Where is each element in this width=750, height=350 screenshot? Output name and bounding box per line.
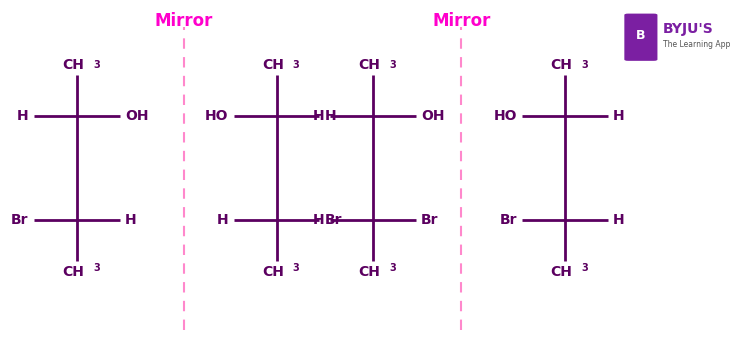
- Text: CH: CH: [550, 265, 572, 279]
- Text: CH: CH: [358, 58, 380, 72]
- FancyBboxPatch shape: [623, 13, 658, 62]
- Text: The Learning App: The Learning App: [663, 40, 730, 49]
- Text: OH: OH: [421, 110, 444, 124]
- Text: B: B: [636, 29, 646, 42]
- Text: HO: HO: [205, 110, 229, 124]
- Text: OH: OH: [124, 110, 148, 124]
- Text: 3: 3: [581, 263, 588, 273]
- Text: CH: CH: [262, 265, 284, 279]
- Text: Br: Br: [325, 213, 342, 227]
- Text: 3: 3: [581, 60, 588, 70]
- Text: H: H: [124, 213, 136, 227]
- Text: H: H: [217, 213, 229, 227]
- Text: H: H: [17, 110, 28, 124]
- Text: Br: Br: [500, 213, 517, 227]
- Text: CH: CH: [358, 265, 380, 279]
- Text: 3: 3: [93, 60, 100, 70]
- Text: Mirror: Mirror: [432, 12, 490, 30]
- Text: H: H: [313, 213, 325, 227]
- Text: H: H: [325, 110, 336, 124]
- Text: H: H: [614, 110, 625, 124]
- Text: 3: 3: [292, 263, 299, 273]
- Text: HO: HO: [494, 110, 517, 124]
- Text: H: H: [614, 213, 625, 227]
- Text: 3: 3: [93, 263, 100, 273]
- Text: CH: CH: [62, 58, 84, 72]
- Text: CH: CH: [262, 58, 284, 72]
- Text: CH: CH: [550, 58, 572, 72]
- Text: 3: 3: [389, 60, 396, 70]
- Text: 3: 3: [292, 60, 299, 70]
- Text: Mirror: Mirror: [154, 12, 213, 30]
- Text: BYJU'S: BYJU'S: [663, 22, 713, 36]
- Text: H: H: [313, 110, 325, 124]
- Text: CH: CH: [62, 265, 84, 279]
- Text: Br: Br: [421, 213, 438, 227]
- Text: Br: Br: [11, 213, 28, 227]
- Text: 3: 3: [389, 263, 396, 273]
